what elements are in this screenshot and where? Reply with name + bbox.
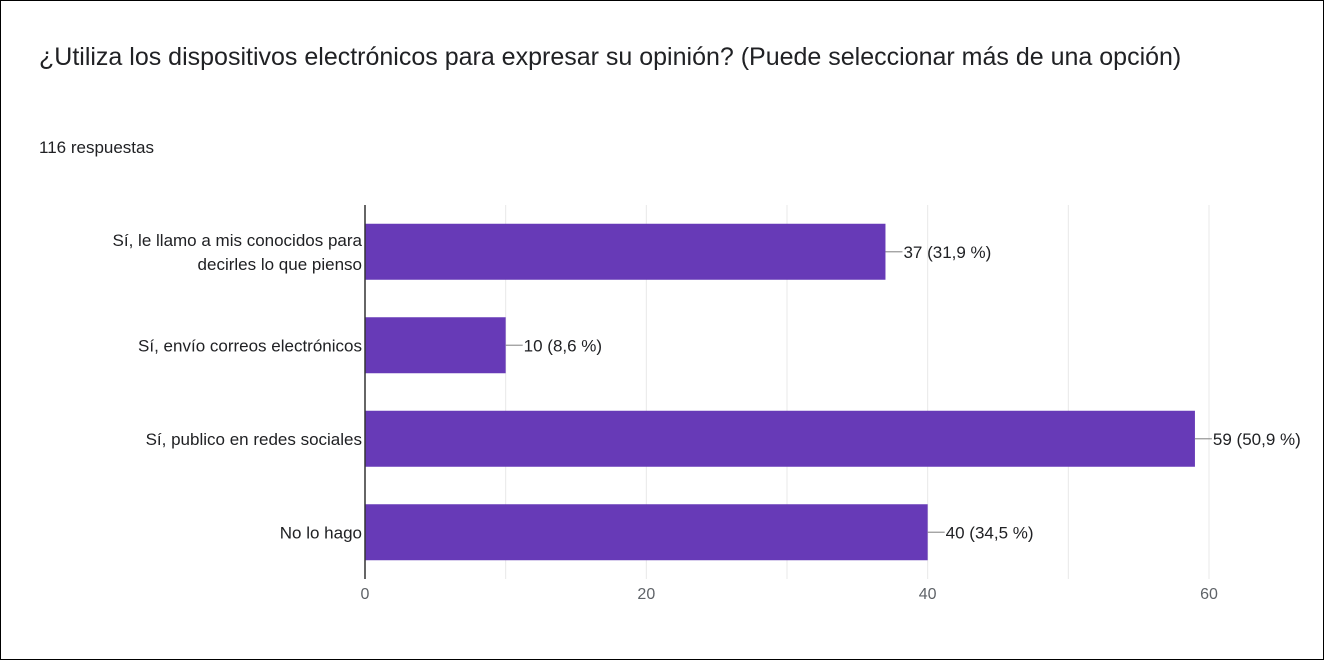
category-label: No lo hago	[280, 523, 362, 542]
category-label: decirles lo que pienso	[198, 255, 362, 274]
x-tick-label: 60	[1200, 586, 1218, 603]
x-tick-label: 40	[919, 586, 937, 603]
category-label: Sí, envío correos electrónicos	[138, 336, 362, 355]
data-label: 10 (8,6 %)	[524, 336, 602, 355]
bar-chart: 37 (31,9 %) Sí, le llamo a mis conocidos …	[113, 205, 1301, 603]
bar	[365, 223, 886, 280]
x-tick-label: 0	[361, 586, 370, 603]
data-label: 37 (31,9 %)	[903, 243, 991, 262]
category-label: Sí, le llamo a mis conocidos para	[113, 231, 363, 250]
data-label: 59 (50,9 %)	[1213, 430, 1301, 449]
category-label: Sí, publico en redes sociales	[146, 430, 362, 449]
response-count: 116 respuestas	[39, 138, 154, 157]
question-title: ¿Utiliza los dispositivos electrónicos p…	[39, 43, 1182, 71]
x-tick-label: 20	[637, 586, 655, 603]
data-label: 40 (34,5 %)	[946, 523, 1034, 542]
bar	[365, 317, 506, 374]
bar	[365, 504, 928, 561]
bar	[365, 410, 1195, 467]
